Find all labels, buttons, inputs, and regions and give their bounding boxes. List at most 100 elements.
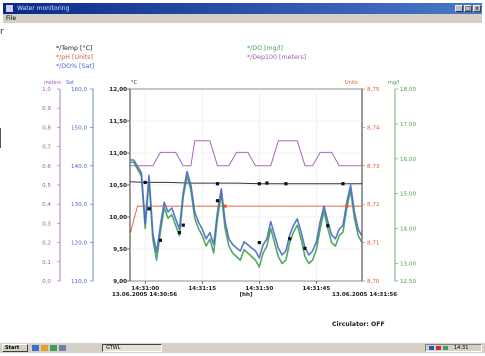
menu-bar: File — [3, 14, 482, 23]
tick-label-ph: 8,72 — [367, 202, 379, 208]
window-title: Water monitoring — [17, 5, 70, 12]
menu-file[interactable]: File — [6, 15, 17, 22]
tick-label-depth: 0,6 — [42, 164, 51, 170]
tick-label-depth: 0,4 — [42, 202, 51, 208]
series-marker-temp — [215, 182, 220, 186]
series-line-temp — [129, 181, 362, 185]
legend-do-sat: */DO% [Sat] — [56, 63, 94, 70]
tick-label-do_sat: 130,0 — [71, 202, 87, 208]
series-marker-do_sat — [177, 231, 182, 235]
tick-label-do_sat: 150,0 — [71, 125, 87, 131]
tick-label-temp: 9,00 — [113, 279, 127, 285]
tick-label-depth: 0,7 — [42, 145, 51, 151]
tick-label-ph: 8,75 — [367, 87, 380, 93]
series-line-depth — [130, 140, 362, 167]
tick-label-do_sat: 140,0 — [71, 164, 87, 170]
circulator-status: Circulator: OFF — [332, 321, 385, 328]
grid — [130, 88, 362, 282]
tick-label-temp: 10,50 — [109, 183, 127, 189]
tick-label-temp: 11,50 — [109, 119, 127, 125]
close-button[interactable]: x — [473, 5, 481, 12]
series-line-do — [130, 161, 363, 268]
maximize-button[interactable]: □ — [464, 5, 472, 12]
tray-volume-icon[interactable] — [443, 346, 448, 350]
series-marker-temp — [284, 182, 288, 186]
tick-label-do: 15,00 — [400, 192, 416, 198]
tick-label-depth: 0,8 — [42, 125, 51, 131]
tick-label-depth: 0,2 — [42, 241, 51, 247]
app-icon — [6, 5, 13, 12]
mail-icon[interactable] — [41, 345, 48, 351]
media-icon[interactable] — [50, 345, 57, 351]
axis-header-sat: Sat — [66, 80, 74, 86]
tick-label-do_sat: 120,0 — [71, 241, 87, 247]
legend-ph: */pH [Units] — [56, 54, 93, 61]
tick-label-temp: 10,00 — [109, 215, 127, 221]
tray-clock: 14:31 — [454, 345, 469, 351]
tick-label-depth: 0,1 — [42, 260, 51, 266]
tick-label-do_sat: 160,0 — [71, 87, 87, 93]
tick-label-ph: 8,74 — [367, 125, 380, 131]
axis-ticks: 0,0 0,1 0,2 0,3 0,4 0,5 0,6 0,7 0,8 0,9 1,0 110,0 12… — [42, 87, 416, 292]
tick-label-depth: 0,5 — [42, 183, 51, 189]
x-tick-label: 14:31:30 — [245, 286, 273, 292]
axis-header-units: Units — [345, 80, 358, 86]
series-marker-do_sat — [303, 246, 307, 250]
window-titlebar[interactable]: Water monitoring _ □ x — [3, 3, 482, 14]
x-end-label: 13.06.2005 14:31:56 — [332, 292, 397, 298]
tick-label-depth: 0,0 — [42, 279, 51, 285]
tray-network-icon[interactable] — [429, 346, 434, 350]
tick-label-depth: 0,9 — [42, 106, 51, 112]
x-tick-label: 14:31:45 — [302, 286, 330, 292]
tick-label-ph: 8,70 — [367, 279, 380, 285]
x-unit-label: [hh] — [239, 292, 253, 298]
tick-label-temp: 9,50 — [113, 247, 127, 253]
tick-label-ph: 8,73 — [367, 164, 380, 170]
task-button[interactable]: GTWL — [102, 344, 162, 352]
tick-label-temp: 11,00 — [109, 151, 127, 157]
series-marker-do — [181, 223, 185, 227]
desktop-icon[interactable] — [59, 345, 66, 351]
series-line-do_sat — [130, 159, 363, 259]
series-marker-ph — [345, 204, 349, 208]
series-marker-do_sat — [257, 241, 261, 245]
left-edge-bar — [0, 128, 1, 148]
tick-label-do: 13,00 — [400, 262, 416, 268]
tick-label-temp: 12,00 — [109, 87, 127, 93]
tray-alert-icon[interactable] — [436, 346, 441, 350]
series-marker-do_sat — [158, 238, 163, 242]
tick-label-depth: 0,3 — [42, 221, 51, 227]
series-marker-do_sat — [288, 237, 292, 241]
tick-label-do: 17,00 — [400, 122, 416, 128]
tick-label-do_sat: 110,0 — [71, 279, 87, 285]
series-marker-temp — [341, 182, 345, 186]
series-line-ph — [129, 205, 362, 236]
axis-header-celsius: °C — [131, 80, 138, 86]
legend-dep: */Dep100 [meters] — [247, 54, 306, 61]
left-edge-fragment: r — [0, 27, 4, 37]
minimize-button[interactable]: _ — [455, 5, 463, 12]
series-marker-temp — [257, 182, 261, 186]
series-markers — [143, 180, 349, 250]
legend-temp: */Temp [°C] — [56, 44, 93, 52]
explorer-icon[interactable] — [32, 345, 39, 351]
series-marker-do — [215, 199, 220, 203]
series-marker-temp — [143, 180, 147, 185]
start-button[interactable]: Start — [2, 344, 28, 352]
axis-header-mgl: mg/l — [388, 80, 399, 86]
tick-label-do: 14,00 — [400, 227, 416, 233]
x-tick-label: 14:31:15 — [188, 286, 216, 292]
x-tick-label: 14:31:00 — [131, 286, 159, 292]
legend-do: */DO [mg/l] — [247, 45, 283, 52]
taskbar: Start GTWL 14:31 — [0, 342, 485, 353]
series-marker-ph — [223, 204, 227, 208]
tick-label-do: 12,50 — [400, 279, 416, 285]
series-lines — [129, 140, 363, 268]
system-tray: 14:31 — [425, 344, 482, 352]
tick-label-do: 16,00 — [400, 157, 416, 163]
tick-label-ph: 8,71 — [367, 241, 380, 247]
x-start-label: 13.06.2005 14:30:56 — [112, 292, 177, 298]
tick-label-depth: 1,0 — [42, 87, 51, 93]
series-marker-temp — [265, 181, 269, 185]
